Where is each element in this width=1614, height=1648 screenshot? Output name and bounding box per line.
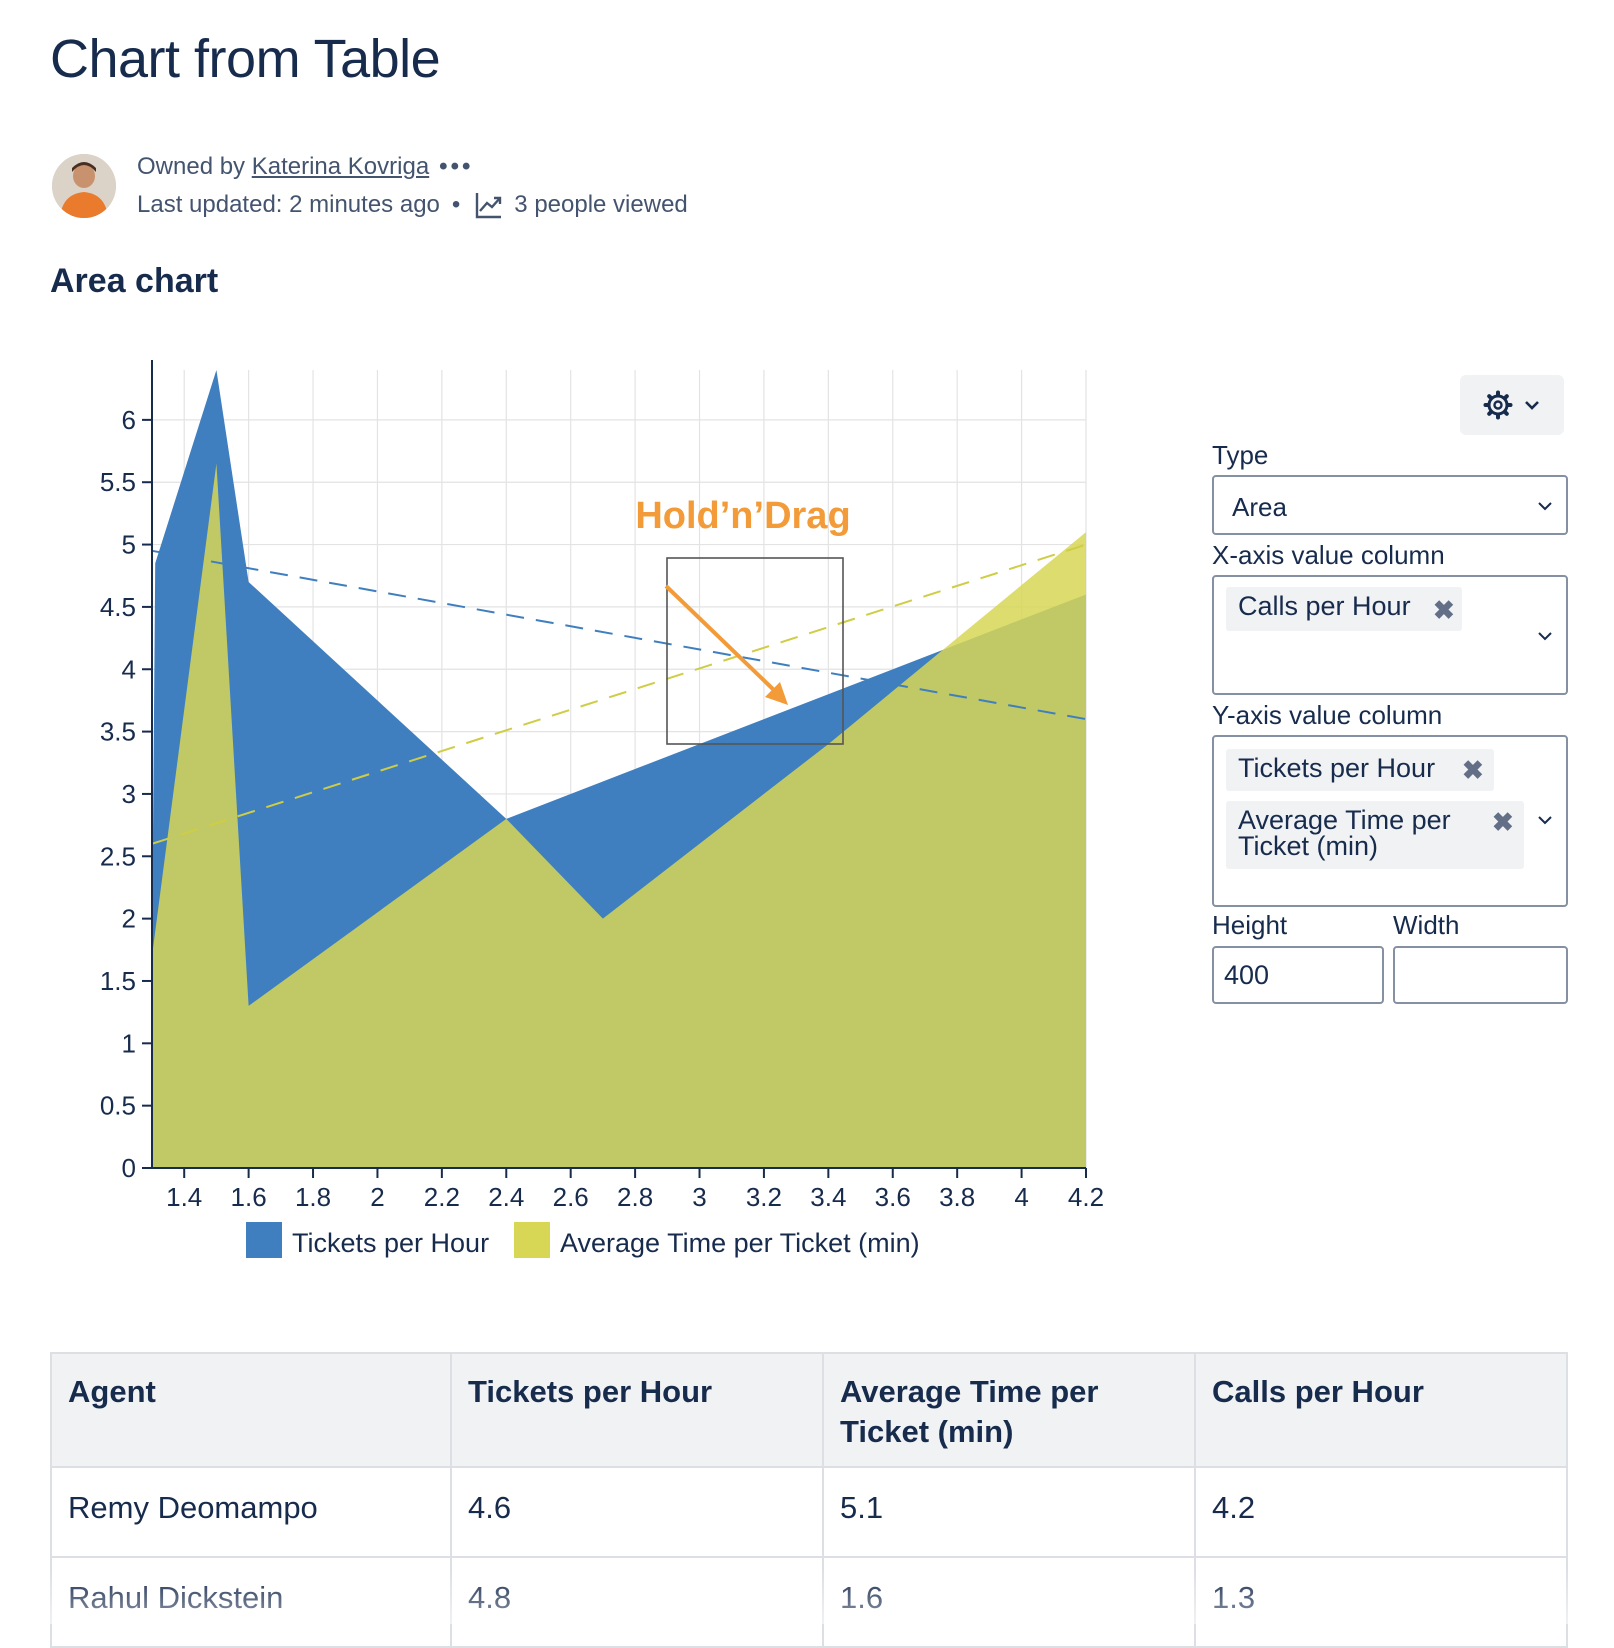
chevron-down-icon	[1538, 816, 1552, 825]
y-axis-select[interactable]: Tickets per Hour ✖ Average Time per Tick…	[1212, 735, 1568, 907]
x-tick-label: 4.2	[1068, 1182, 1104, 1212]
y-tick-label: 0.5	[100, 1091, 136, 1121]
byline: Owned by Katerina Kovriga ••• Last updat…	[137, 148, 688, 224]
table-cell: 1.3	[1194, 1556, 1568, 1648]
table-cell: 4.8	[450, 1556, 824, 1648]
table-cell: Rahul Dickstein	[50, 1556, 452, 1648]
table-cell: 4.2	[1194, 1466, 1568, 1558]
chevron-down-icon	[1538, 632, 1552, 641]
chart-trendlines	[151, 543, 1087, 845]
x-tick-label: 2.4	[488, 1182, 524, 1212]
y-tick-label: 2.5	[100, 841, 136, 871]
x-tick-label: 2.2	[424, 1182, 460, 1212]
drag-arrow-head	[765, 682, 788, 705]
x-tick-label: 2.8	[617, 1182, 653, 1212]
y-axis-chip: Tickets per Hour	[1226, 749, 1494, 791]
table-row: Remy Deomampo 4.6 5.1 4.2	[50, 1466, 1568, 1558]
x-tick-label: 3.4	[810, 1182, 846, 1212]
data-table: Agent Tickets per Hour Average Time per …	[50, 1352, 1568, 1648]
header-tickets-per-hour: Tickets per Hour	[450, 1352, 824, 1468]
x-tick-label: 4	[1014, 1182, 1028, 1212]
width-label: Width	[1393, 910, 1460, 940]
y-tick-label: 4	[122, 654, 136, 684]
header-agent: Agent	[50, 1352, 452, 1468]
x-axis-select[interactable]: Calls per Hour ✖	[1212, 575, 1568, 695]
x-tick-label: 3.8	[939, 1182, 975, 1212]
annotation-label: Hold’n’Drag	[635, 495, 850, 537]
x-tick-label: 2	[370, 1182, 384, 1212]
legend-swatch	[514, 1222, 550, 1258]
owner-link[interactable]: Katerina Kovriga	[251, 153, 430, 180]
last-updated: Last updated: 2 minutes ago	[137, 191, 440, 218]
y-tick-label: 3	[122, 779, 136, 809]
y-axis-chip-label: Tickets per Hour	[1238, 753, 1436, 783]
y-tick-label: 5	[122, 530, 136, 560]
owned-by-label: Owned by	[137, 153, 246, 180]
legend-label: Tickets per Hour	[292, 1228, 489, 1258]
analytics-line-icon[interactable]	[474, 190, 504, 220]
trendline-series-2	[151, 543, 1087, 845]
table-cell: Remy Deomampo	[50, 1466, 452, 1558]
table-cell: 1.6	[822, 1556, 1196, 1648]
height-input[interactable]	[1212, 946, 1384, 1004]
area-chart[interactable]: 0 0.5 1 1.5 2 2.5 3 3.5 4 4.5 5 5.5 6 1.4 1.6 1.8 2 2.2 2.…	[60, 350, 1120, 1290]
x-tick-label: 3.6	[875, 1182, 911, 1212]
x-axis-chip: Calls per Hour	[1226, 587, 1462, 631]
y-axis-chip-label: Average Time per Ticket (min)	[1238, 805, 1451, 861]
type-select[interactable]: Area	[1212, 475, 1568, 535]
x-axis-chip-label: Calls per Hour	[1238, 591, 1411, 621]
x-tick-label: 3	[692, 1182, 706, 1212]
chart-legend: Tickets per Hour Average Time per Ticket …	[246, 1222, 920, 1258]
legend-swatch	[246, 1222, 282, 1258]
x-tick-label: 1.8	[295, 1182, 331, 1212]
close-x-icon[interactable]: ✖	[1462, 755, 1484, 785]
y-tick-label: 4.5	[100, 592, 136, 622]
chevron-down-icon	[1525, 401, 1539, 410]
close-x-icon[interactable]: ✖	[1492, 807, 1514, 837]
y-axis-label: Y-axis value column	[1212, 700, 1443, 730]
header-calls-per-hour: Calls per Hour	[1194, 1352, 1568, 1468]
chart-settings-button[interactable]	[1460, 375, 1564, 435]
x-tick-label: 1.4	[166, 1182, 202, 1212]
y-tick-label: 1.5	[100, 966, 136, 996]
owner-avatar[interactable]	[52, 154, 116, 218]
area-series-2	[152, 463, 1086, 1168]
y-tick-label: 6	[122, 405, 136, 435]
y-tick-label: 1	[122, 1028, 136, 1058]
x-tick-label: 1.6	[231, 1182, 267, 1212]
more-dots-icon[interactable]: •••	[439, 153, 474, 180]
viewers-link[interactable]: 3 people viewed	[514, 191, 688, 218]
y-tick-label: 3.5	[100, 717, 136, 747]
drag-arrow	[664, 584, 779, 695]
table-cell: 4.6	[450, 1466, 824, 1558]
y-tick-label: 0	[122, 1153, 136, 1183]
table-cell: 5.1	[822, 1466, 1196, 1558]
table-row: Rahul Dickstein 4.8 1.6 1.3	[50, 1556, 1568, 1648]
x-tick-label: 2.6	[553, 1182, 589, 1212]
legend-label: Average Time per Ticket (min)	[560, 1228, 920, 1258]
header-average-time: Average Time per Ticket (min)	[822, 1352, 1196, 1468]
x-axis-label: X-axis value column	[1212, 540, 1445, 570]
hold-drag-annotation: Hold’n’Drag	[635, 495, 851, 745]
height-label: Height	[1212, 910, 1288, 940]
drag-selection-box[interactable]	[666, 557, 844, 745]
avatar-image	[52, 154, 116, 218]
chart-areas	[152, 370, 1086, 1168]
y-axis-chip: Average Time per Ticket (min)	[1226, 801, 1524, 869]
chevron-down-icon	[1538, 502, 1552, 511]
chart-axes: 0 0.5 1 1.5 2 2.5 3 3.5 4 4.5 5 5.5 6 1.4 1.6 1.8 2 2.2 2.…	[100, 360, 1104, 1212]
table-header-row: Agent Tickets per Hour Average Time per …	[50, 1352, 1568, 1468]
gear-icon	[1483, 390, 1513, 420]
trendline-series-1	[151, 549, 1087, 721]
type-label: Type	[1212, 440, 1269, 470]
section-heading: Area chart	[50, 262, 219, 300]
close-x-icon[interactable]: ✖	[1433, 595, 1455, 625]
x-tick-label: 3.2	[746, 1182, 782, 1212]
y-tick-label: 5.5	[100, 467, 136, 497]
width-input[interactable]	[1393, 946, 1568, 1004]
page-title: Chart from Table	[50, 29, 441, 89]
separator-dot: •	[451, 191, 461, 218]
y-tick-label: 2	[122, 904, 136, 934]
type-select-value: Area	[1232, 492, 1287, 522]
